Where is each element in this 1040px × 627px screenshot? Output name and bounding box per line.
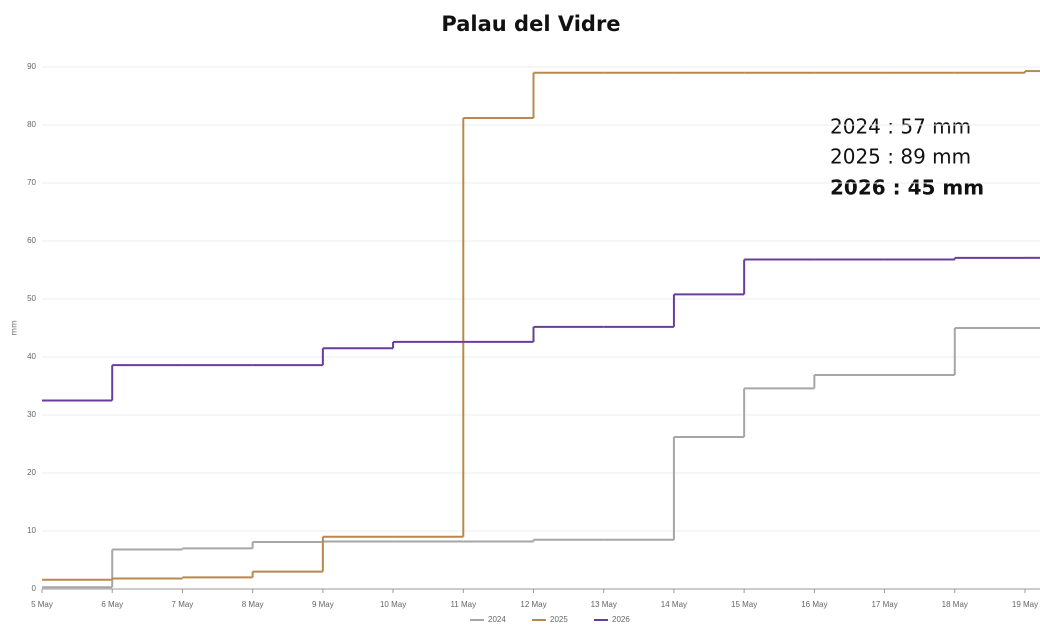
y-tick-label: 20: [27, 468, 36, 477]
y-tick-label: 40: [27, 352, 36, 361]
x-tick-label: 5 May: [31, 600, 53, 609]
x-tick-label: 19 May: [1012, 600, 1038, 609]
x-tick-label: 13 May: [591, 600, 617, 609]
x-tick-label: 15 May: [731, 600, 757, 609]
x-tick-label: 8 May: [242, 600, 264, 609]
y-tick-label: 80: [27, 120, 36, 129]
x-tick-label: 16 May: [801, 600, 827, 609]
legend-label: 2024: [488, 615, 506, 624]
chart-title: Palau del Vidre: [441, 12, 620, 36]
annotation: 2026 : 45 mm: [830, 176, 984, 200]
legend-label: 2026: [612, 615, 630, 624]
x-tick-label: 10 May: [380, 600, 406, 609]
y-tick-label: 50: [27, 294, 36, 303]
x-tick-label: 17 May: [871, 600, 897, 609]
x-tick-label: 12 May: [520, 600, 546, 609]
y-tick-label: 0: [32, 584, 37, 593]
y-tick-label: 70: [27, 178, 36, 187]
y-tick-label: 10: [27, 526, 36, 535]
x-tick-label: 11 May: [450, 600, 476, 609]
series-line: [42, 327, 1040, 589]
x-tick-label: 7 May: [172, 600, 194, 609]
x-tick-label: 14 May: [661, 600, 687, 609]
y-tick-label: 60: [27, 236, 36, 245]
series-line: [42, 70, 1040, 581]
y-axis-label: mm: [10, 320, 19, 336]
series-line: [42, 256, 1040, 402]
annotation: 2025 : 89 mm: [830, 145, 971, 169]
x-tick-label: 9 May: [312, 600, 334, 609]
legend-label: 2025: [550, 615, 568, 624]
y-tick-label: 90: [27, 62, 36, 71]
x-tick-label: 6 May: [101, 600, 123, 609]
x-tick-label: 18 May: [942, 600, 968, 609]
annotation: 2024 : 57 mm: [830, 115, 971, 139]
y-tick-label: 30: [27, 410, 36, 419]
